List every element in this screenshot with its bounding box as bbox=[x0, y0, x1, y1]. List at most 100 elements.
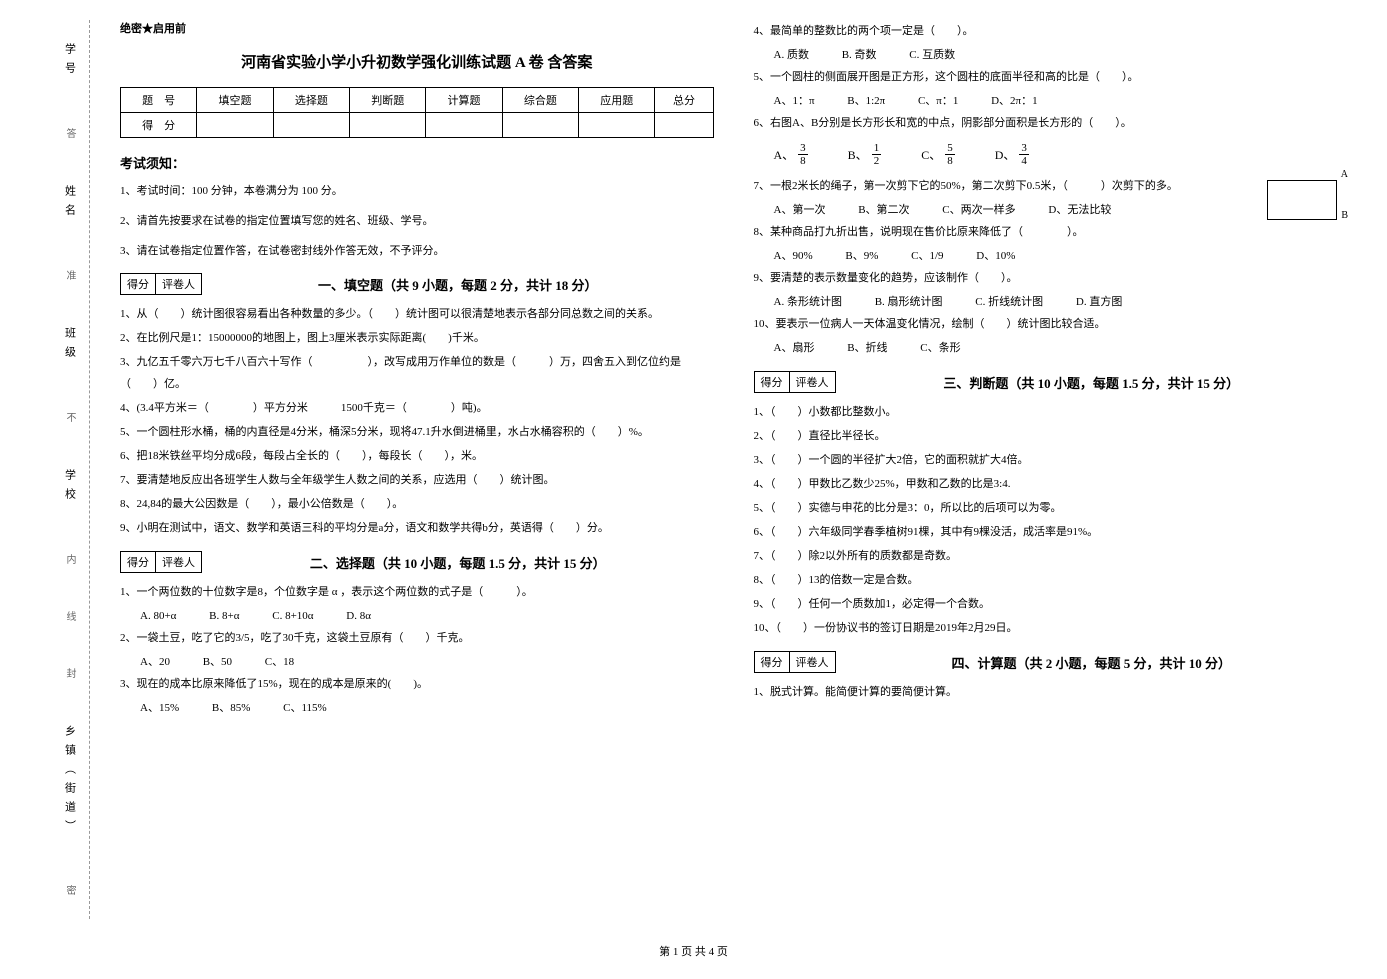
binding-label-1: 学号 bbox=[62, 43, 78, 81]
options: A、扇形 B、折线 C、条形 bbox=[754, 337, 1348, 359]
option: A、1：π bbox=[774, 90, 815, 112]
question: 8、（ ）13的倍数一定是合数。 bbox=[754, 569, 1348, 591]
score-label: 得分 bbox=[755, 372, 790, 392]
fraction: 34 bbox=[1019, 142, 1029, 167]
options: A、90% B、9% C、1/9 D、10% bbox=[754, 245, 1348, 267]
options: A. 质数 B. 奇数 C. 互质数 bbox=[754, 44, 1348, 66]
options: A、15% B、85% C、115% bbox=[120, 697, 714, 719]
question: 7、一根2米长的绳子，第一次剪下它的50%，第二次剪下0.5米，（ ）次剪下的多… bbox=[754, 175, 1348, 197]
question: 7、（ ）除2以外所有的质数都是奇数。 bbox=[754, 545, 1348, 567]
question: 3、现在的成本比原来降低了15%，现在的成本是原来的( )。 bbox=[120, 673, 714, 695]
option: C、条形 bbox=[920, 337, 960, 359]
section-header: 得分 评卷人 一、填空题（共 9 小题，每题 2 分，共计 18 分） bbox=[120, 273, 714, 295]
section-header: 得分 评卷人 三、判断题（共 10 小题，每题 1.5 分，共计 15 分） bbox=[754, 371, 1348, 393]
question: 10、要表示一位病人一天体温变化情况，绘制（ ）统计图比较合适。 bbox=[754, 313, 1348, 335]
option: B、 12 bbox=[848, 142, 882, 167]
option: B、第二次 bbox=[858, 199, 909, 221]
fraction: 38 bbox=[798, 142, 808, 167]
binding-instr-4: 内 bbox=[62, 554, 77, 564]
exam-title: 河南省实验小学小升初数学强化训练试题 A 卷 含答案 bbox=[120, 51, 714, 72]
option: A、15% bbox=[140, 697, 179, 719]
option: C. 8+10α bbox=[272, 605, 313, 627]
question: 1、从（ ）统计图很容易看出各种数量的多少。（ ）统计图可以很清楚地表示各部分同… bbox=[120, 303, 714, 325]
table-cell bbox=[579, 113, 655, 138]
options: A、1：π B、1:2π C、π：1 D、2π：1 bbox=[754, 90, 1348, 112]
binding-instr-5: 线 bbox=[62, 611, 77, 621]
option: C、115% bbox=[283, 697, 327, 719]
score-table: 题 号 填空题 选择题 判断题 计算题 综合题 应用题 总分 得 分 bbox=[120, 87, 714, 138]
option: B. 扇形统计图 bbox=[875, 291, 943, 313]
option: A、 38 bbox=[774, 142, 808, 167]
notice-item: 3、请在试卷指定位置作答，在试卷密封线外作答无效，不予评分。 bbox=[120, 242, 714, 262]
option: B、1:2π bbox=[847, 90, 885, 112]
question: 3、九亿五千零六万七千八百六十写作（ ），改写成用万作单位的数是（ ）万，四舍五… bbox=[120, 351, 714, 395]
fraction-options: A、 38 B、 12 C、 58 D、 34 bbox=[754, 142, 1348, 167]
question: 5、（ ）实德与申花的比分是3：0，所以比的后项可以为零。 bbox=[754, 497, 1348, 519]
table-cell: 选择题 bbox=[273, 88, 349, 113]
option: B、50 bbox=[203, 651, 232, 673]
table-cell: 得 分 bbox=[121, 113, 197, 138]
binding-label-2: 姓名 bbox=[62, 185, 78, 223]
option-label: C、 bbox=[921, 146, 941, 163]
rectangle-diagram bbox=[1267, 180, 1337, 220]
notice-item: 1、考试时间：100 分钟，本卷满分为 100 分。 bbox=[120, 182, 714, 202]
section4-title: 四、计算题（共 2 小题，每题 5 分，共计 10 分） bbox=[836, 653, 1348, 672]
score-box: 得分 评卷人 bbox=[754, 371, 836, 393]
table-cell: 判断题 bbox=[350, 88, 426, 113]
question: 3、（ ）一个圆的半径扩大2倍，它的面积就扩大4倍。 bbox=[754, 449, 1348, 471]
question: 6、把18米铁丝平均分成6段，每段占全长的（ ），每段长（ ），米。 bbox=[120, 445, 714, 467]
option-label: D、 bbox=[995, 146, 1016, 163]
binding-label-5: 乡镇（街道） bbox=[62, 725, 78, 839]
table-cell: 题 号 bbox=[121, 88, 197, 113]
question: 5、一个圆柱形水桶，桶的内直径是4分米，桶深5分米，现将47.1升水倒进桶里，水… bbox=[120, 421, 714, 443]
score-box: 得分 评卷人 bbox=[754, 651, 836, 673]
score-label: 得分 bbox=[121, 274, 156, 294]
binding-label-3: 班级 bbox=[62, 327, 78, 365]
option: B、9% bbox=[845, 245, 878, 267]
question: 7、要清楚地反应出各班学生人数与全年级学生人数之间的关系，应选用（ ）统计图。 bbox=[120, 469, 714, 491]
section1-title: 一、填空题（共 9 小题，每题 2 分，共计 18 分） bbox=[202, 275, 714, 294]
section2-title: 二、选择题（共 10 小题，每题 1.5 分，共计 15 分） bbox=[202, 553, 714, 572]
option: A、第一次 bbox=[774, 199, 826, 221]
question: 9、要清楚的表示数量变化的趋势，应该制作（ ）。 bbox=[754, 267, 1348, 289]
left-column: 绝密★启用前 河南省实验小学小升初数学强化训练试题 A 卷 含答案 题 号 填空… bbox=[120, 20, 714, 719]
table-cell: 填空题 bbox=[197, 88, 273, 113]
table-row: 题 号 填空题 选择题 判断题 计算题 综合题 应用题 总分 bbox=[121, 88, 714, 113]
table-cell bbox=[655, 113, 713, 138]
option-label: B、 bbox=[848, 146, 868, 163]
option: C. 互质数 bbox=[909, 44, 955, 66]
score-box: 得分 评卷人 bbox=[120, 273, 202, 295]
option: C、18 bbox=[265, 651, 294, 673]
binding-instr-1: 答 bbox=[62, 128, 77, 138]
question: 5、一个圆柱的侧面展开图是正方形，这个圆柱的底面半径和高的比是（ ）。 bbox=[754, 66, 1348, 88]
question: 9、（ ）任何一个质数加1，必定得一个合数。 bbox=[754, 593, 1348, 615]
option: A、扇形 bbox=[774, 337, 815, 359]
binding-instr-7: 密 bbox=[62, 885, 77, 895]
question: 1、一个两位数的十位数字是8，个位数字是 α ，表示这个两位数的式子是（ ）。 bbox=[120, 581, 714, 603]
question: 1、（ ）小数都比整数小。 bbox=[754, 401, 1348, 423]
secret-note: 绝密★启用前 bbox=[120, 20, 714, 36]
section-header: 得分 评卷人 二、选择题（共 10 小题，每题 1.5 分，共计 15 分） bbox=[120, 551, 714, 573]
question: 4、（ ）甲数比乙数少25%，甲数和乙数的比是3:4. bbox=[754, 473, 1348, 495]
option-label: A、 bbox=[774, 146, 795, 163]
binding-instr-2: 准 bbox=[62, 270, 77, 280]
question: 6、右图A、B分别是长方形长和宽的中点，阴影部分面积是长方形的（ ）。 bbox=[754, 112, 1348, 134]
notice-title: 考试须知： bbox=[120, 153, 714, 172]
score-box: 得分 评卷人 bbox=[120, 551, 202, 573]
table-cell: 总分 bbox=[655, 88, 713, 113]
option: A、90% bbox=[774, 245, 813, 267]
option: C. 折线统计图 bbox=[975, 291, 1043, 313]
marker-label: 评卷人 bbox=[790, 652, 835, 672]
option: A. 80+α bbox=[140, 605, 176, 627]
option: A. 条形统计图 bbox=[774, 291, 842, 313]
option: D、无法比较 bbox=[1048, 199, 1111, 221]
question: 2、一袋土豆，吃了它的3/5，吃了30千克，这袋土豆原有（ ）千克。 bbox=[120, 627, 714, 649]
table-cell bbox=[273, 113, 349, 138]
option: B、85% bbox=[212, 697, 251, 719]
table-cell bbox=[197, 113, 273, 138]
question: 2、在比例尺是1：15000000的地图上，图上3厘米表示实际距离( )千米。 bbox=[120, 327, 714, 349]
main-content: 绝密★启用前 河南省实验小学小升初数学强化训练试题 A 卷 含答案 题 号 填空… bbox=[120, 20, 1347, 719]
option: D. 8α bbox=[346, 605, 371, 627]
option: C、两次一样多 bbox=[942, 199, 1015, 221]
question: 6、（ ）六年级同学春季植树91棵，其中有9棵没活，成活率是91%。 bbox=[754, 521, 1348, 543]
